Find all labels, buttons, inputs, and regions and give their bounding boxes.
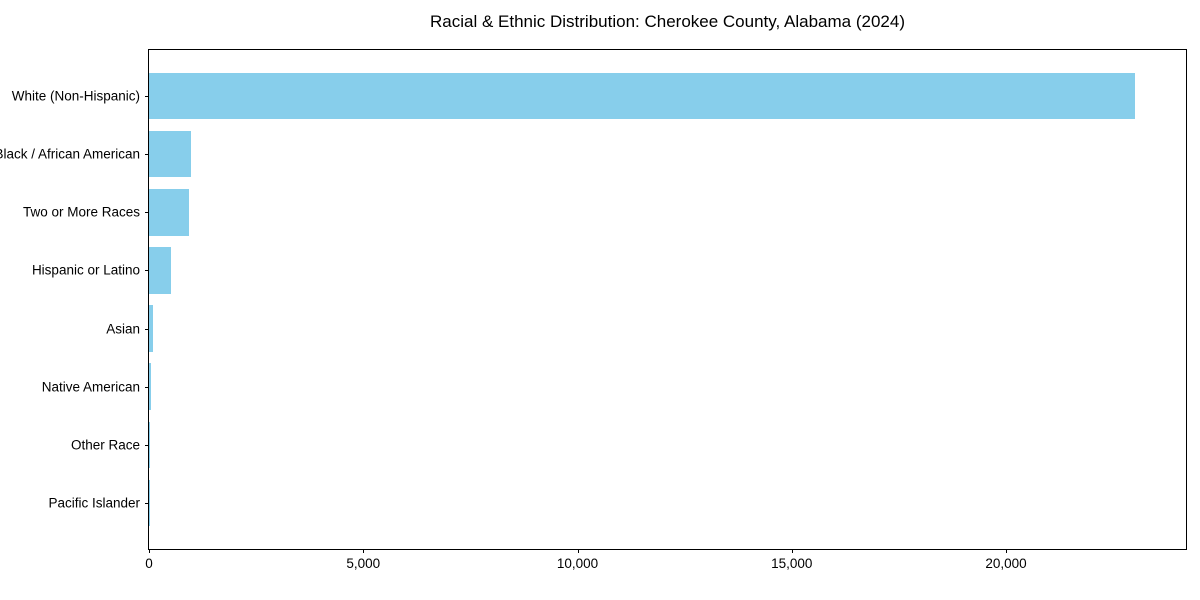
- chart-title: Racial & Ethnic Distribution: Cherokee C…: [430, 12, 905, 31]
- y-axis-label: Asian: [106, 321, 140, 337]
- x-axis-tick-mark: [1006, 549, 1008, 553]
- x-axis-tick-mark: [149, 549, 150, 553]
- x-axis-tick-label: 20,000: [985, 556, 1027, 571]
- y-axis-label: Hispanic or Latino: [31, 262, 140, 278]
- y-axis-tick-mark: [145, 270, 149, 272]
- bar: [149, 363, 151, 410]
- y-axis-label: White (Non-Hispanic): [11, 88, 140, 104]
- bar: [149, 188, 189, 236]
- y-axis-label: Two or More Races: [22, 204, 140, 220]
- x-axis-tick-label: 10,000: [556, 556, 599, 571]
- bar: [149, 421, 150, 469]
- y-axis-tick-mark: [145, 95, 149, 97]
- x-axis-tick-mark: [577, 549, 579, 553]
- bar: [149, 72, 1135, 120]
- y-axis-label: Native American: [41, 379, 140, 395]
- x-axis-tick-mark: [363, 549, 365, 553]
- plot-area: White (Non-Hispanic) Black / African Amer…: [0, 49, 1187, 571]
- y-axis-tick-mark: [145, 386, 149, 388]
- y-axis-tick-mark: [145, 154, 149, 156]
- bar: [149, 247, 171, 294]
- x-axis-tick-label: 15,000: [771, 556, 813, 571]
- y-axis-label: Other Race: [70, 437, 140, 453]
- bar: [149, 130, 191, 178]
- x-axis-tick-label: 0: [145, 556, 153, 571]
- y-axis-tick-mark: [145, 212, 149, 214]
- bar: [149, 305, 154, 352]
- y-axis-tick-mark: [145, 503, 149, 505]
- y-axis-label: Black / African American: [0, 146, 140, 162]
- x-axis-tick-mark: [791, 549, 793, 553]
- y-axis-tick-mark: [145, 444, 149, 446]
- y-axis-tick-mark: [145, 328, 149, 330]
- y-axis-label: Pacific Islander: [48, 495, 140, 511]
- x-axis-tick-label: 5,000: [346, 556, 381, 571]
